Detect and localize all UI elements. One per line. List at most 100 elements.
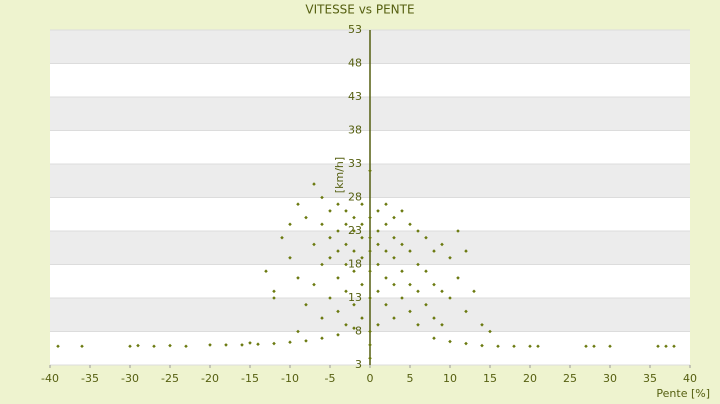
y-tick-label: 38 xyxy=(348,124,362,137)
point xyxy=(408,222,412,227)
x-tick-label: -10 xyxy=(281,372,299,385)
point xyxy=(384,302,388,307)
point xyxy=(400,296,404,300)
point xyxy=(408,249,412,253)
y-tick-label: 18 xyxy=(348,258,362,271)
point xyxy=(472,289,476,294)
x-tick-label: -15 xyxy=(241,372,259,385)
point xyxy=(312,182,316,186)
point xyxy=(344,209,348,213)
point xyxy=(376,229,380,233)
point xyxy=(352,269,356,273)
point xyxy=(424,235,428,240)
point xyxy=(152,344,156,349)
point xyxy=(264,269,268,273)
point xyxy=(168,343,172,348)
point xyxy=(296,276,300,280)
point xyxy=(288,256,292,260)
x-tick-label: 15 xyxy=(483,372,497,385)
point xyxy=(360,235,364,240)
x-tick-label: 5 xyxy=(407,372,414,385)
point xyxy=(368,329,372,334)
y-tick-label: 48 xyxy=(348,57,362,70)
point xyxy=(248,341,252,345)
point xyxy=(424,269,428,273)
point xyxy=(272,341,276,346)
point xyxy=(224,343,228,347)
point xyxy=(360,202,364,206)
x-tick-label: 30 xyxy=(603,372,617,385)
point xyxy=(416,262,420,267)
point xyxy=(392,316,396,320)
point xyxy=(368,343,372,347)
point xyxy=(360,256,364,260)
point xyxy=(480,343,484,348)
point xyxy=(368,356,372,361)
point xyxy=(336,276,340,280)
y-axis-label: [km/h] xyxy=(333,157,346,193)
point xyxy=(384,249,388,253)
point xyxy=(240,343,244,347)
point xyxy=(536,344,540,349)
point xyxy=(408,282,412,287)
x-tick-label: 40 xyxy=(683,372,697,385)
point xyxy=(304,339,308,343)
point xyxy=(464,341,468,346)
point xyxy=(384,276,388,280)
point xyxy=(368,215,372,220)
point xyxy=(336,249,340,253)
y-tick-label: 33 xyxy=(348,157,362,170)
point xyxy=(360,282,364,287)
point xyxy=(336,333,340,337)
point xyxy=(392,256,396,260)
point xyxy=(440,289,444,294)
point xyxy=(432,282,436,287)
point xyxy=(392,235,396,240)
point xyxy=(336,229,340,233)
x-tick-label: -25 xyxy=(161,372,179,385)
point xyxy=(512,344,516,349)
point xyxy=(328,235,332,240)
point xyxy=(272,296,276,300)
point xyxy=(320,336,324,340)
y-tick-label: 43 xyxy=(348,90,362,103)
point xyxy=(368,269,372,273)
point xyxy=(376,209,380,213)
point xyxy=(304,302,308,307)
y-tick-label: 28 xyxy=(348,191,362,204)
point xyxy=(352,229,356,233)
point xyxy=(408,309,412,314)
point xyxy=(328,296,332,300)
point xyxy=(56,344,60,349)
point xyxy=(280,235,284,240)
point xyxy=(344,242,348,247)
point xyxy=(328,209,332,213)
point xyxy=(656,344,660,349)
point xyxy=(392,282,396,287)
x-axis-label: Pente [%] xyxy=(656,387,710,400)
point xyxy=(320,262,324,267)
x-tick-label: 0 xyxy=(367,372,374,385)
point xyxy=(296,329,300,334)
point xyxy=(344,323,348,327)
point xyxy=(336,309,340,314)
point xyxy=(456,229,460,233)
y-tick-label: 53 xyxy=(348,23,362,36)
point xyxy=(672,344,676,349)
point xyxy=(136,343,140,348)
point xyxy=(344,289,348,294)
point xyxy=(464,249,468,253)
point xyxy=(304,215,308,220)
x-tick-label: 20 xyxy=(523,372,537,385)
point xyxy=(448,296,452,300)
point xyxy=(256,342,260,347)
point xyxy=(528,344,532,349)
y-tick-label: 8 xyxy=(355,325,362,338)
point xyxy=(424,302,428,307)
point xyxy=(488,329,492,334)
point xyxy=(296,202,300,206)
point xyxy=(496,344,500,349)
point xyxy=(80,344,84,349)
point xyxy=(592,344,596,349)
